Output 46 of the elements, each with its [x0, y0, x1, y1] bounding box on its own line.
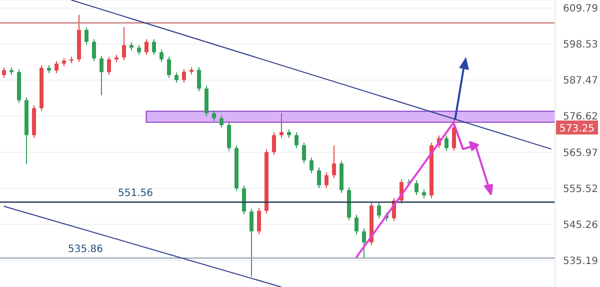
- candlestick: [220, 115, 224, 128]
- y-tick-label: 565.97: [563, 148, 598, 159]
- candlestick: [54, 60, 58, 74]
- y-tick-label: 587.47: [563, 76, 598, 87]
- candlestick: [257, 207, 261, 235]
- candlestick: [107, 56, 111, 76]
- y-tick-label: 535.19: [563, 256, 598, 268]
- y-tick-label: 609.79: [563, 4, 598, 14]
- candlestick: [452, 118, 456, 152]
- candlestick: [212, 110, 216, 122]
- candlestick: [377, 202, 381, 219]
- candlestick: [317, 167, 321, 189]
- y-tick-label: 555.52: [563, 184, 598, 195]
- ref-line-label: 535.86: [68, 244, 103, 256]
- candlestick: [152, 38, 156, 56]
- ref-line-label: 551.56: [118, 188, 153, 200]
- candlestick: [294, 132, 298, 149]
- candlestick: [272, 132, 276, 156]
- candlestick: [302, 142, 306, 164]
- candlestick: [100, 55, 104, 96]
- candlestick: [122, 26, 126, 61]
- candlestick: [144, 38, 148, 56]
- y-tick-label: 576.62: [563, 112, 598, 123]
- candlestick: [197, 66, 201, 92]
- annotation: 573.25: [560, 124, 594, 135]
- candlestick: [444, 134, 448, 152]
- candlestick: [280, 112, 284, 138]
- candlestick: [250, 208, 254, 278]
- candlestick: [332, 144, 336, 178]
- candlestick: [182, 68, 186, 84]
- candlestick: [242, 185, 246, 215]
- candlestick: [2, 67, 6, 78]
- candlestick: [167, 56, 171, 78]
- candlestick: [160, 49, 164, 62]
- y-tick-label: 598.53: [563, 40, 598, 51]
- candlestick: [92, 38, 96, 62]
- candlestick: [414, 180, 418, 196]
- candlestick: [137, 44, 141, 56]
- y-tick-label: 545.26: [563, 220, 598, 231]
- candlestick: [310, 157, 314, 174]
- candlestick: [227, 122, 231, 152]
- candlestick: [174, 72, 178, 84]
- candlestick: [84, 26, 88, 45]
- candlestick: [324, 172, 328, 189]
- candlestick: [354, 214, 358, 235]
- candlestick: [362, 228, 366, 258]
